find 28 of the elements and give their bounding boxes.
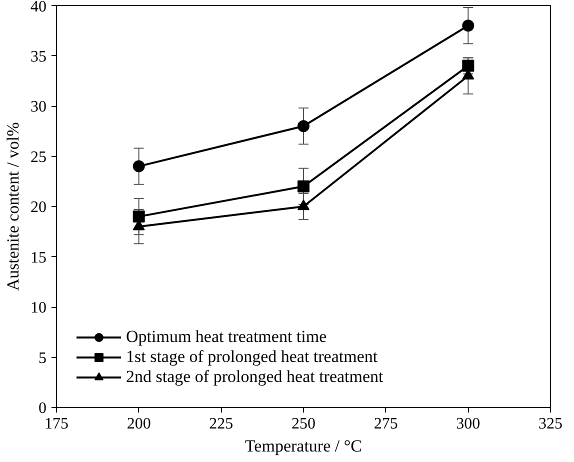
y-tick-label: 0	[38, 400, 46, 417]
x-tick-label: 325	[538, 416, 562, 432]
legend-label: 2nd stage of prolonged heat treatment	[126, 367, 384, 387]
legend-label: 1st stage of prolonged heat treatment	[126, 347, 378, 367]
y-axis-title: Austenite content / vol%	[4, 122, 22, 291]
x-tick-label: 200	[126, 416, 151, 432]
point	[462, 20, 474, 32]
y-tick-label: 5	[38, 350, 46, 367]
x-tick-label: 275	[374, 416, 398, 432]
x-tick-label: 225	[209, 416, 234, 432]
point	[462, 60, 474, 72]
point	[298, 200, 310, 210]
x-tick-label: 175	[44, 416, 68, 432]
x-tick-label: 300	[456, 416, 480, 432]
y-tick-label: 40	[30, 0, 46, 16]
x-axis-title: Temperature / °C	[244, 436, 362, 456]
y-tick-label: 35	[30, 48, 46, 66]
y-tick-label: 30	[30, 98, 46, 116]
x-tick-label: 250	[292, 416, 316, 432]
point	[132, 210, 145, 223]
y-tick-label: 25	[30, 148, 46, 166]
point	[132, 160, 145, 172]
point	[298, 120, 310, 132]
point	[298, 180, 310, 192]
y-tick-label: 20	[30, 199, 46, 216]
y-tick-label: 15	[30, 249, 46, 266]
legend-label: Optimum heat treatment time	[126, 327, 327, 347]
y-tick-label: 10	[30, 300, 46, 316]
